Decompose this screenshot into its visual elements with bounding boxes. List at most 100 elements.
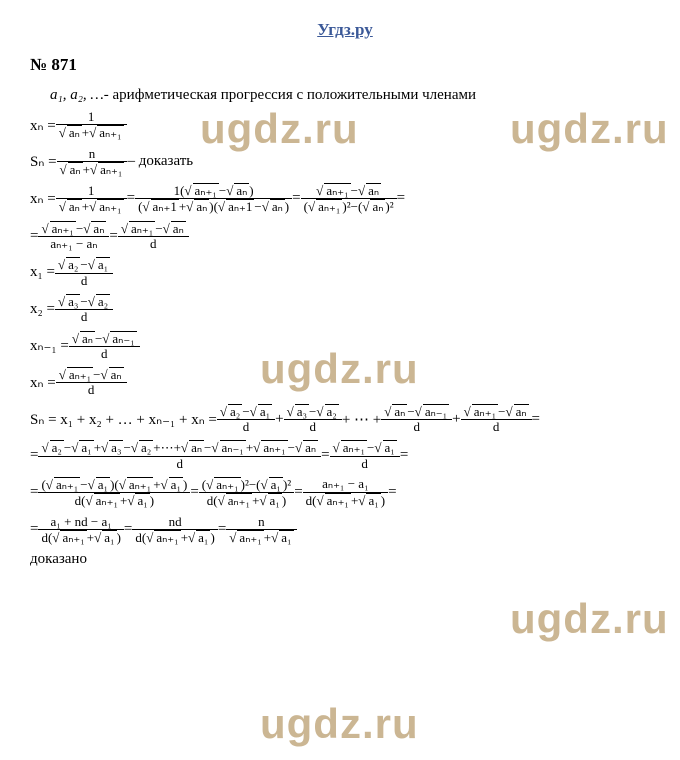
numerator: 1 bbox=[56, 110, 127, 125]
x2-line: x₂ = √a₃−√a₂ d bbox=[30, 294, 660, 325]
equals: = bbox=[124, 521, 132, 538]
equals: = bbox=[218, 521, 226, 538]
plus: + bbox=[452, 411, 460, 428]
xn-lhs: xₙ = bbox=[30, 189, 56, 208]
equals: = bbox=[294, 484, 302, 501]
xn2-lhs: xₙ = bbox=[30, 373, 56, 392]
numerator: √a₂−√a₁+√a₃−√a₂+⋯+√aₙ−√aₙ₋₁+√aₙ₊₁−√aₙ bbox=[38, 440, 321, 456]
equals: = bbox=[532, 411, 540, 428]
denominator: d bbox=[69, 347, 140, 361]
equals: = bbox=[109, 228, 117, 245]
denominator: d(√aₙ₊₁+√a₁) bbox=[303, 493, 388, 508]
denominator: d bbox=[284, 420, 342, 434]
denominator: √aₙ+√aₙ₊₁ bbox=[56, 125, 127, 140]
equals: = bbox=[400, 447, 408, 464]
equals: = bbox=[30, 447, 38, 464]
denominator: d(√aₙ₊₁+√a₁) bbox=[199, 493, 294, 508]
equals: = bbox=[30, 521, 38, 538]
numerator: a₁ + nd − a₁ bbox=[38, 515, 123, 530]
denominator: d bbox=[56, 383, 127, 397]
x2-frac: √a₃−√a₂ d bbox=[55, 294, 113, 325]
denominator: d bbox=[461, 420, 532, 434]
numerator: √a₂−√a₁ bbox=[217, 404, 275, 420]
frac-step4: √aₙ₊₁−√aₙ aₙ₊₁ − aₙ bbox=[38, 221, 109, 252]
statement-line: a₁, a₂, … - арифметическая прогрессия с … bbox=[50, 87, 660, 104]
numerator: √aₙ₊₁−√aₙ bbox=[461, 404, 532, 420]
numerator: √aₙ−√aₙ₋₁ bbox=[381, 404, 452, 420]
sn-t4: √aₙ₊₁−√aₙ d bbox=[461, 404, 532, 435]
equals: = bbox=[190, 484, 198, 501]
sn-frac: n √aₙ+√aₙ₊₁ bbox=[57, 147, 128, 178]
numerator: √aₙ−√aₙ₋₁ bbox=[69, 331, 140, 347]
numerator: √aₙ₊₁−√a₁ bbox=[330, 440, 400, 456]
plus-dots: + ⋯ + bbox=[342, 410, 381, 429]
numerator: 1 bbox=[56, 184, 127, 199]
denominator: d bbox=[381, 420, 452, 434]
numerator: √aₙ₊₁−√aₙ bbox=[56, 367, 127, 383]
statement-desc: - арифметическая прогрессия с положитель… bbox=[104, 87, 476, 104]
x1-frac: √a₂−√a₁ d bbox=[55, 257, 113, 288]
denominator: √aₙ+√aₙ₊₁ bbox=[57, 162, 128, 177]
numerator: √a₃−√a₂ bbox=[284, 404, 342, 420]
xn-line-2: xₙ = √aₙ₊₁−√aₙ d bbox=[30, 367, 660, 398]
sn-t2: √a₃−√a₂ d bbox=[284, 404, 342, 435]
plus: + bbox=[275, 411, 283, 428]
numerator: n bbox=[57, 147, 128, 162]
equals: = bbox=[127, 190, 135, 207]
denominator: d bbox=[118, 237, 189, 251]
sn-result: √aₙ₊₁−√a₁ d bbox=[330, 440, 400, 471]
frac-step5: √aₙ₊₁−√aₙ d bbox=[118, 221, 189, 252]
numerator: √a₃−√a₂ bbox=[55, 294, 113, 310]
sequence: a₁, a₂, … bbox=[50, 87, 104, 104]
frac-step1: 1 √aₙ+√aₙ₊₁ bbox=[56, 184, 127, 215]
denominator: (√aₙ₊₁)²−(√aₙ)² bbox=[301, 199, 397, 214]
sn-final3: n √aₙ₊₁+√a₁ bbox=[226, 515, 296, 546]
numerator: n bbox=[226, 515, 296, 530]
numerator: (√aₙ₊₁)²−(√a₁)² bbox=[199, 477, 294, 493]
equals: = bbox=[388, 484, 396, 501]
denominator: d(√aₙ₊₁+√a₁) bbox=[38, 530, 123, 545]
sn-expansion-3: = (√aₙ₊₁−√a₁)(√aₙ₊₁+√a₁) d(√aₙ₊₁+√a₁) = … bbox=[30, 477, 660, 509]
numerator: √a₂−√a₁ bbox=[55, 257, 113, 273]
denominator: d bbox=[55, 274, 113, 288]
sn-sq: (√aₙ₊₁)²−(√a₁)² d(√aₙ₊₁+√a₁) bbox=[199, 477, 294, 509]
x1-lhs: x₁ = bbox=[30, 264, 55, 281]
frac-step2: 1(√aₙ₊₁−√aₙ) (√aₙ₊1+√aₙ)(√aₙ₊1−√aₙ) bbox=[135, 183, 292, 215]
denominator: d bbox=[55, 310, 113, 324]
watermark: ugdz.ru bbox=[510, 595, 669, 643]
sn-lhs: Sₙ = x₁ + x₂ + … + xₙ₋₁ + xₙ = bbox=[30, 410, 217, 429]
xn2-frac: √aₙ₊₁−√aₙ d bbox=[56, 367, 127, 398]
sn-conj: (√aₙ₊₁−√a₁)(√aₙ₊₁+√a₁) d(√aₙ₊₁+√a₁) bbox=[38, 477, 190, 509]
sn-combined: √a₂−√a₁+√a₃−√a₂+⋯+√aₙ−√aₙ₋₁+√aₙ₊₁−√aₙ d bbox=[38, 440, 321, 471]
prove-label: – доказать bbox=[127, 153, 193, 170]
equals: = bbox=[321, 447, 329, 464]
equals: = bbox=[292, 190, 300, 207]
header-link[interactable]: Угдз.ру bbox=[30, 20, 660, 40]
numerator: aₙ₊₁ − a₁ bbox=[303, 477, 388, 492]
numerator: (√aₙ₊₁−√a₁)(√aₙ₊₁+√a₁) bbox=[38, 477, 190, 493]
equals: = bbox=[397, 190, 405, 207]
denominator: d bbox=[38, 457, 321, 471]
xn-lhs: xₙ = bbox=[30, 116, 56, 135]
sn-expansion-4: = a₁ + nd − a₁ d(√aₙ₊₁+√a₁) = nd d(√aₙ₊₁… bbox=[30, 515, 660, 546]
xn-frac: 1 √aₙ+√aₙ₊₁ bbox=[56, 110, 127, 141]
denominator: d bbox=[330, 457, 400, 471]
sn-final2: nd d(√aₙ₊₁+√a₁) bbox=[132, 515, 217, 546]
frac-step3: √aₙ₊₁−√aₙ (√aₙ₊₁)²−(√aₙ)² bbox=[301, 183, 397, 215]
denominator: √aₙ₊₁+√a₁ bbox=[226, 530, 296, 545]
problem-number: № 871 bbox=[30, 55, 660, 75]
xnm1-lhs: xₙ₋₁ = bbox=[30, 336, 69, 355]
sn-lhs: Sₙ = bbox=[30, 152, 57, 171]
x2-lhs: x₂ = bbox=[30, 301, 55, 318]
numerator: √aₙ₊₁−√aₙ bbox=[38, 221, 109, 237]
sn-definition: Sₙ = n √aₙ+√aₙ₊₁ – доказать bbox=[30, 147, 660, 178]
sn-final1: a₁ + nd − a₁ d(√aₙ₊₁+√a₁) bbox=[38, 515, 123, 546]
numerator: 1(√aₙ₊₁−√aₙ) bbox=[135, 183, 292, 199]
sn-diff: aₙ₊₁ − a₁ d(√aₙ₊₁+√a₁) bbox=[303, 477, 388, 508]
numerator: √aₙ₊₁−√aₙ bbox=[118, 221, 189, 237]
denominator: aₙ₊₁ − aₙ bbox=[38, 237, 109, 251]
x1-line: x₁ = √a₂−√a₁ d bbox=[30, 257, 660, 288]
xnm1-frac: √aₙ−√aₙ₋₁ d bbox=[69, 331, 140, 362]
xn-definition: xₙ = 1 √aₙ+√aₙ₊₁ bbox=[30, 110, 660, 141]
xn-expansion-2: = √aₙ₊₁−√aₙ aₙ₊₁ − aₙ = √aₙ₊₁−√aₙ d bbox=[30, 221, 660, 252]
